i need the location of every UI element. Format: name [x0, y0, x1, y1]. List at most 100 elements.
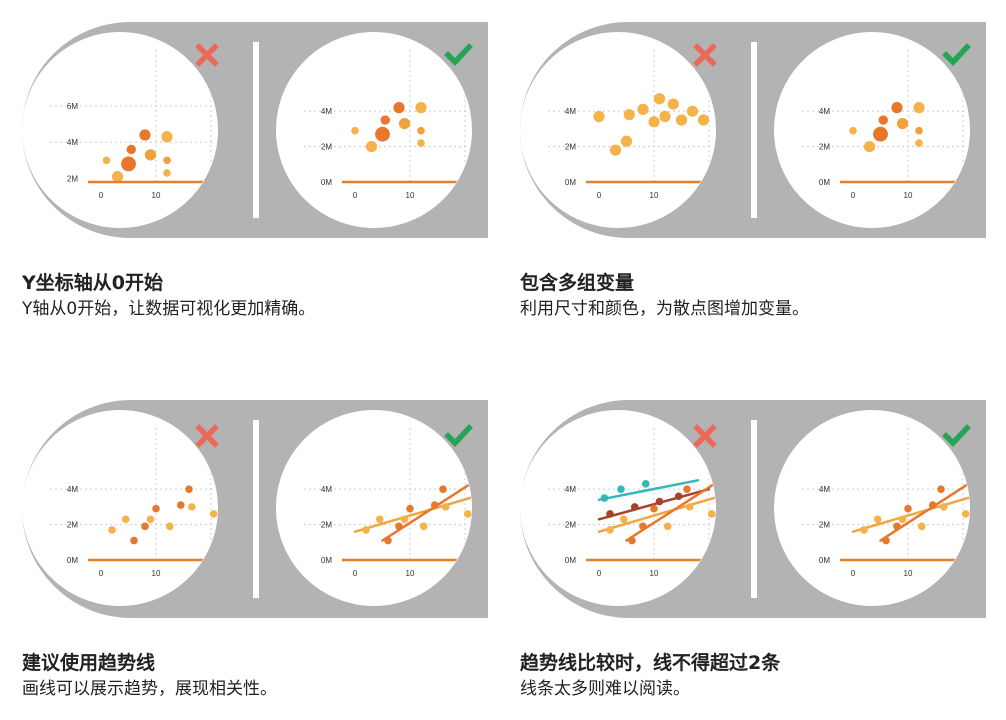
data-point	[130, 536, 138, 545]
x-tick-label: 0	[353, 191, 358, 200]
x-tick-label: 0	[597, 191, 602, 200]
data-point	[630, 503, 639, 511]
y-tick-label: 2M	[67, 174, 78, 183]
caption-title: 包含多组变量	[520, 272, 635, 294]
data-point	[121, 515, 130, 524]
panel-frame: 0M 2M 4M 0 10 0M 2M 4M 0 10	[520, 400, 986, 618]
caption-title: Y坐标轴从0开始	[22, 272, 163, 294]
y-tick-label: 4M	[321, 485, 332, 494]
data-point	[406, 504, 414, 513]
caption-description: 线条太多则难以阅读。	[520, 679, 690, 699]
data-point	[141, 522, 149, 531]
x-tick-label: 0	[99, 569, 104, 578]
data-point	[121, 156, 136, 172]
y-tick-label: 0M	[67, 556, 78, 565]
x-tick-label: 0	[851, 191, 856, 200]
data-point	[939, 503, 948, 511]
y-tick-label: 0M	[819, 556, 830, 565]
plot-area: 0M 2M 4M 0 10	[802, 50, 967, 200]
x-tick-label: 0	[851, 569, 856, 578]
data-point	[917, 522, 926, 531]
data-point	[653, 93, 666, 105]
chart-circle	[520, 410, 716, 606]
data-point	[674, 492, 683, 501]
data-point	[617, 485, 625, 493]
data-point	[439, 485, 447, 493]
trend-line	[597, 495, 716, 533]
data-point	[619, 515, 628, 524]
data-point	[628, 536, 636, 545]
trend-line	[851, 495, 970, 533]
y-tick-label: 0M	[321, 178, 332, 187]
data-point	[393, 102, 405, 114]
scatter-chart: 0M 2M 4M 0 10	[22, 410, 218, 606]
data-point	[655, 497, 664, 506]
check-icon	[444, 43, 473, 66]
trend-line	[597, 487, 711, 521]
x-tick-label: 10	[904, 569, 913, 578]
y-tick-label: 2M	[565, 143, 576, 152]
x-tick-label: 0	[99, 191, 104, 200]
data-point	[667, 98, 679, 110]
data-point	[375, 515, 384, 524]
data-point	[593, 110, 605, 123]
data-point	[365, 140, 378, 153]
data-point	[126, 144, 136, 155]
data-point	[891, 102, 903, 114]
data-point	[707, 510, 716, 518]
data-point	[896, 117, 909, 130]
data-point	[675, 114, 688, 126]
data-point	[860, 526, 868, 534]
data-point	[108, 526, 116, 534]
y-tick-label: 2M	[565, 521, 576, 530]
y-tick-label: 4M	[819, 107, 830, 116]
chart-circle	[276, 410, 472, 606]
data-point	[606, 510, 614, 518]
x-tick-label: 10	[650, 569, 659, 578]
y-tick-label: 2M	[819, 521, 830, 530]
data-point	[415, 102, 427, 114]
data-point	[937, 485, 945, 493]
data-point	[898, 515, 907, 524]
data-point	[417, 126, 425, 135]
y-tick-label: 0M	[565, 178, 576, 187]
chart-circle	[520, 32, 716, 228]
data-point	[362, 526, 370, 534]
caption-3: 建议使用趋势线 画线可以展示趋势，展现相关性。	[22, 650, 277, 702]
check-icon	[942, 424, 971, 447]
x-tick-label: 10	[904, 191, 913, 200]
data-point	[913, 102, 925, 114]
caption-title: 趋势线比较时，线不得超过2条	[520, 652, 781, 674]
caption-description: 画线可以展示趋势，展现相关性。	[22, 679, 277, 699]
data-point	[609, 144, 622, 156]
y-tick-label: 2M	[67, 521, 78, 530]
data-point	[637, 103, 649, 115]
caption-description: 利用尺寸和颜色，为散点图增加变量。	[520, 299, 809, 319]
chart-circle	[774, 32, 970, 228]
cross-icon	[693, 424, 717, 448]
data-point	[606, 526, 614, 534]
data-point	[639, 522, 647, 531]
y-tick-label: 4M	[565, 485, 576, 494]
data-point	[152, 504, 160, 513]
data-point	[849, 126, 857, 135]
data-point	[187, 503, 196, 511]
data-point	[375, 126, 390, 142]
y-tick-label: 0M	[565, 556, 576, 565]
scatter-chart: 0M 2M 4M 0 10	[520, 32, 716, 228]
cross-icon	[195, 424, 219, 448]
plot-area: 2M 4M 6M 0 10	[50, 50, 215, 200]
trend-line	[381, 482, 472, 542]
y-tick-label: 4M	[819, 485, 830, 494]
trend-line	[879, 482, 970, 542]
data-point	[430, 501, 439, 509]
data-point	[623, 109, 635, 121]
data-point	[417, 139, 425, 147]
scatter-chart: 0M 2M 4M 0 10	[774, 32, 970, 228]
caption-description: Y轴从0开始，让数据可视化更加精确。	[22, 299, 316, 319]
scatter-chart: 0M 2M 4M 0 10	[774, 410, 970, 606]
x-tick-label: 0	[597, 569, 602, 578]
caption-4: 趋势线比较时，线不得超过2条 线条太多则难以阅读。	[520, 650, 780, 702]
data-point	[641, 480, 650, 488]
